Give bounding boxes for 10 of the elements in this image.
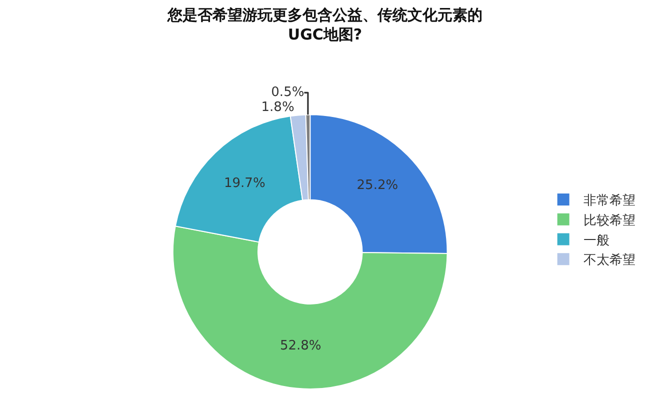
legend-label: 不太希望 <box>583 253 636 268</box>
legend-label: 非常希望 <box>583 194 636 209</box>
data-label: 19.7% <box>224 176 266 191</box>
chart-title: 您是否希望游玩更多包含公益、传统文化元素的 UGC地图? <box>166 6 482 44</box>
legend-label: 比较希望 <box>583 213 636 228</box>
data-label: 0.5% <box>271 85 304 100</box>
data-label: 52.8% <box>280 338 322 354</box>
data-label: 1.8% <box>261 100 294 116</box>
data-label: 25.2% <box>356 178 398 193</box>
legend-label: 一般 <box>583 233 610 248</box>
